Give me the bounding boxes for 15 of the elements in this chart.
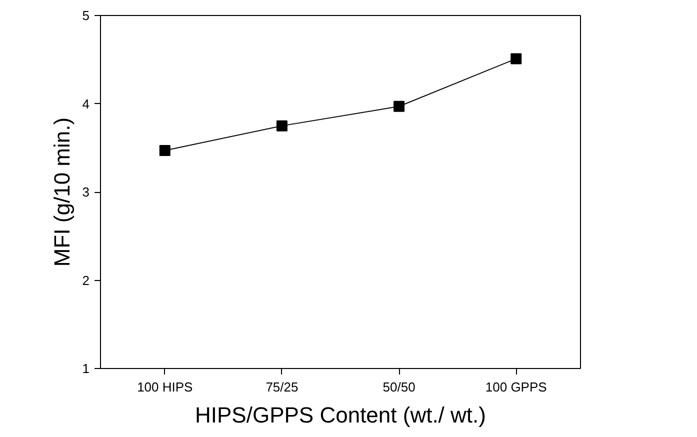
y-tick-label: 2	[82, 272, 90, 288]
y-tick-label: 4	[82, 96, 90, 112]
y-tick-label: 1	[82, 361, 90, 376]
y-axis-title: MFI (g/10 min.)	[49, 117, 74, 267]
point	[394, 100, 405, 112]
x-tick-label: 75/25	[266, 380, 298, 394]
y-tick-label: 5	[82, 8, 90, 23]
point	[510, 53, 522, 64]
y-tick-label: 3	[82, 184, 90, 200]
x-tick-label: 100 HIPS	[137, 380, 194, 394]
x-tick-label: 100 GPPS	[485, 380, 548, 394]
point	[276, 120, 288, 132]
point	[159, 145, 170, 156]
x-tick-label: 50/50	[382, 380, 416, 394]
x-axis-title: HIPS/GPPS Content (wt./ wt.)	[195, 402, 486, 428]
